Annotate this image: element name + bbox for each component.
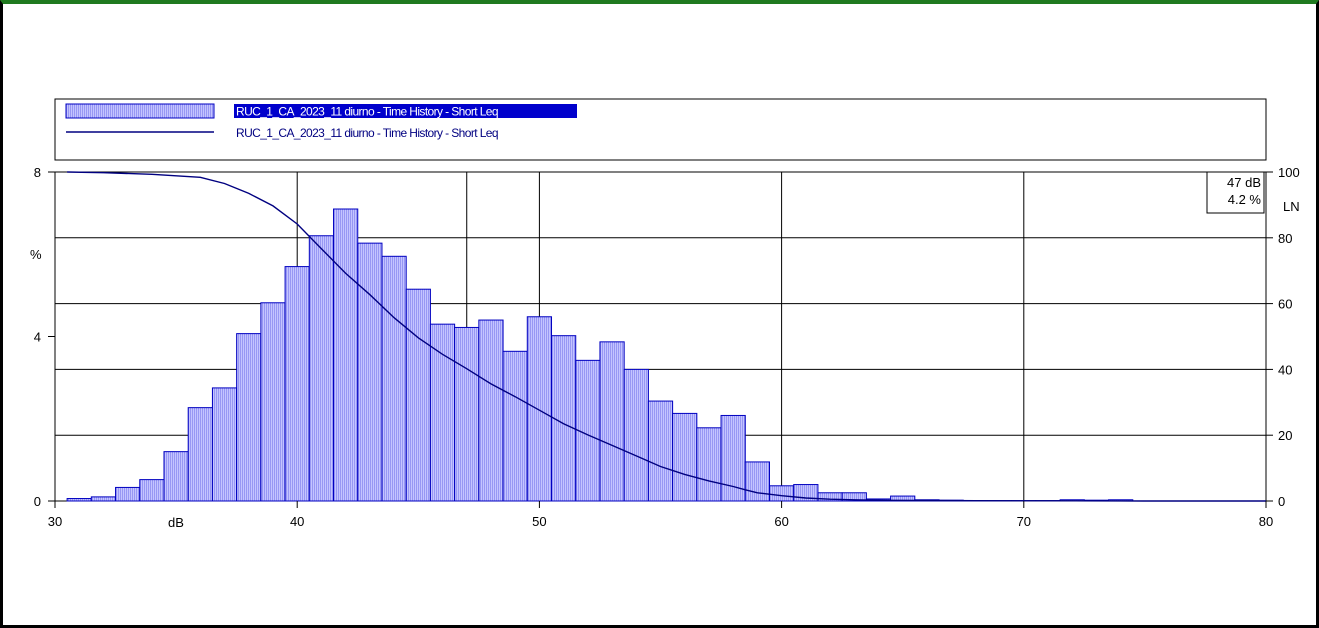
legend-label-highlight xyxy=(234,104,577,118)
legend: RUC_1_CA_2023_11 diurno - Time History -… xyxy=(54,98,1267,161)
cumulative-line xyxy=(67,171,1266,502)
histogram-bars xyxy=(66,208,1134,502)
y-axis-left-tick-label: 8 xyxy=(34,165,41,180)
histogram-bar xyxy=(599,341,625,502)
histogram-bar xyxy=(405,288,431,502)
y-axis-right-tick-label: 80 xyxy=(1278,231,1292,246)
histogram-bar xyxy=(308,235,335,502)
histogram-bar xyxy=(623,368,649,502)
histogram-bar xyxy=(551,335,577,502)
legend-label-histogram: RUC_1_CA_2023_11 diurno - Time History -… xyxy=(236,105,498,119)
histogram-bar xyxy=(454,326,480,502)
histogram-bar xyxy=(502,350,528,502)
histogram-bar xyxy=(768,485,795,502)
histogram-bar xyxy=(260,302,286,502)
cursor-readout: 47 dB 4.2 % xyxy=(1206,171,1265,214)
histogram-bar xyxy=(647,400,674,502)
y-axis-left-label: % xyxy=(30,247,42,262)
x-axis-tick-label: 40 xyxy=(290,514,304,529)
x-axis-tick-label: 50 xyxy=(532,514,546,529)
y-axis-right-tick-label: 100 xyxy=(1278,165,1300,180)
x-axis-tick-label: 80 xyxy=(1259,514,1273,529)
histogram-bar xyxy=(357,242,383,502)
cursor-pct-value: 4.2 % xyxy=(1228,192,1262,207)
legend-bar-swatch xyxy=(65,103,215,119)
y-axis-right-tick-label: 60 xyxy=(1278,297,1292,312)
histogram-bar xyxy=(211,387,238,502)
y-axis-right-tick-label: 0 xyxy=(1278,494,1285,509)
legend-label-cumulative: RUC_1_CA_2023_11 diurno - Time History -… xyxy=(236,126,498,140)
cumulative-curve-group xyxy=(67,171,1266,502)
histogram-bar xyxy=(90,496,117,502)
histogram-bar xyxy=(163,451,189,502)
histogram-bar xyxy=(478,319,504,502)
y-axis-left-tick-label: 4 xyxy=(34,330,41,345)
histogram-bar xyxy=(744,461,770,502)
cursor-db-value: 47 dB xyxy=(1227,175,1261,190)
x-axis-label: dB xyxy=(168,515,184,530)
x-axis-tick-label: 70 xyxy=(1017,514,1031,529)
x-axis-tick-label: 30 xyxy=(48,514,62,529)
y-axis-right-tick-label: 40 xyxy=(1278,362,1292,377)
histogram-bar xyxy=(187,407,213,502)
histogram-bar xyxy=(115,486,141,502)
histogram-bar xyxy=(66,498,92,502)
histogram-bar xyxy=(575,359,601,502)
y-axis-right-label: LN xyxy=(1283,199,1300,214)
histogram-bar xyxy=(672,412,698,502)
histogram-bar xyxy=(429,323,456,502)
histogram-bar xyxy=(696,427,722,502)
histogram-bar xyxy=(333,208,359,502)
histogram-bar xyxy=(841,492,867,502)
histogram-bar xyxy=(526,316,553,502)
x-axis-tick-label: 60 xyxy=(774,514,788,529)
histogram-bar xyxy=(139,479,165,502)
y-axis-right-tick-label: 20 xyxy=(1278,428,1292,443)
histogram-bar xyxy=(284,266,310,502)
histogram-bar xyxy=(381,255,407,502)
histogram-bar xyxy=(236,333,262,502)
y-axis-left-tick-label: 0 xyxy=(34,494,41,509)
